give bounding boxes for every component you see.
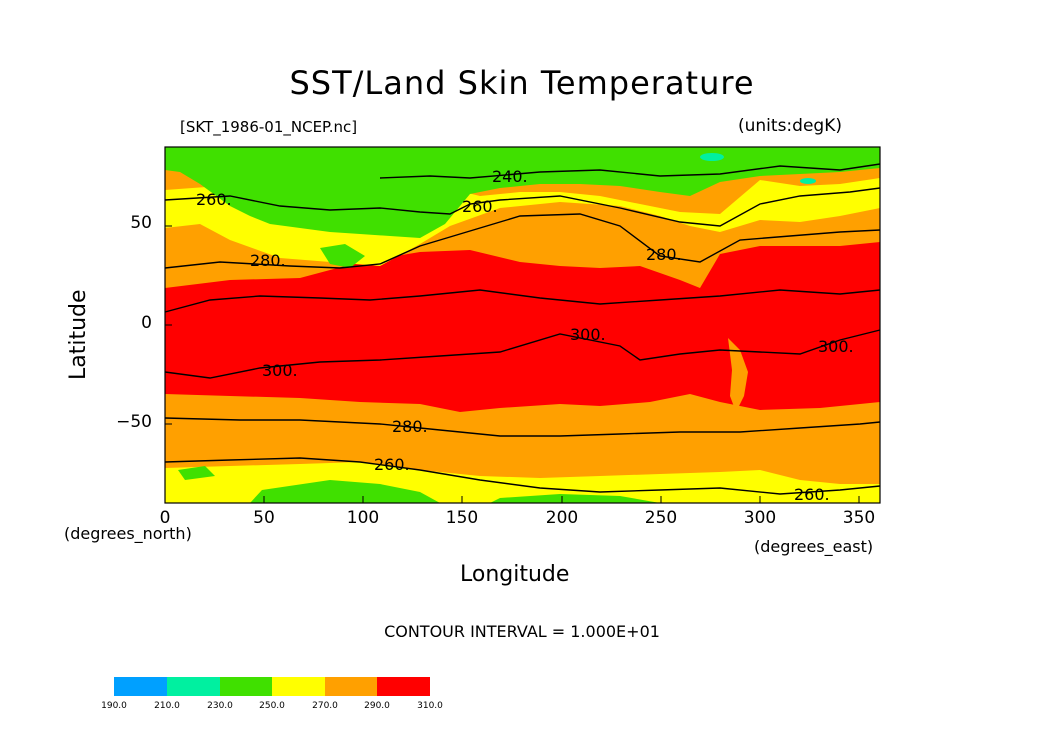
contour-300-north bbox=[164, 289, 881, 313]
y-tick-marks bbox=[165, 225, 172, 425]
contour-label-300-a: 300. bbox=[570, 325, 606, 344]
x-axis-units: (degrees_east) bbox=[754, 537, 874, 556]
contour-260-north bbox=[164, 187, 881, 227]
file-label: [SKT_1986-01_NCEP.nc] bbox=[180, 118, 358, 136]
contour-260-south bbox=[164, 457, 881, 495]
contour-label-260-d: 260. bbox=[794, 485, 830, 504]
x-tick-0: 0 bbox=[159, 508, 171, 528]
contour-280-north bbox=[164, 213, 881, 269]
legend-level-310: 310.0 bbox=[417, 701, 443, 711]
x-tick-350: 350 bbox=[842, 508, 876, 528]
x-tick-300: 300 bbox=[743, 508, 777, 528]
x-tick-100: 100 bbox=[346, 508, 380, 528]
contour-label-260-b: 260. bbox=[462, 197, 498, 216]
band-230-250-south bbox=[250, 480, 440, 503]
band-230-250-south-west bbox=[178, 466, 215, 480]
contour-label-260-c: 260. bbox=[374, 455, 410, 474]
contour-240 bbox=[379, 163, 881, 179]
contour-label-300-b: 300. bbox=[818, 337, 854, 356]
map-title: SST/Land Skin Temperature bbox=[289, 64, 755, 102]
x-tick-50: 50 bbox=[253, 508, 275, 528]
legend-swatch-270-290 bbox=[325, 677, 377, 696]
band-230-250-south-east bbox=[490, 494, 660, 503]
legend-swatch-210-230 bbox=[167, 677, 220, 696]
band-210-230-patch-arctic bbox=[800, 178, 816, 184]
x-tick-150: 150 bbox=[445, 508, 479, 528]
y-axis-title: Latitude bbox=[66, 289, 91, 380]
y-tick-50: 50 bbox=[130, 213, 152, 233]
contour-interval-label: CONTOUR INTERVAL = 1.000E+01 bbox=[384, 622, 660, 641]
x-tick-200: 200 bbox=[545, 508, 579, 528]
y-tick-0: 0 bbox=[141, 313, 152, 333]
legend-swatch-230-250 bbox=[220, 677, 272, 696]
contour-label-280-c: 280. bbox=[392, 417, 428, 436]
band-230-250-patch-asia bbox=[320, 244, 365, 268]
band-270-290-andes bbox=[728, 338, 748, 412]
x-tick-250: 250 bbox=[644, 508, 678, 528]
legend-level-210: 210.0 bbox=[154, 701, 180, 711]
contour-label-300-c: 300. bbox=[262, 361, 298, 380]
y-axis-units: (degrees_north) bbox=[64, 524, 192, 543]
contour-label-280-b: 280. bbox=[646, 245, 682, 264]
legend-swatch-190-210 bbox=[114, 677, 167, 696]
legend-level-290: 290.0 bbox=[364, 701, 390, 711]
contour-label-260-a: 260. bbox=[196, 190, 232, 209]
contour-280-south bbox=[164, 417, 881, 437]
band-210-230-patch-greenland bbox=[700, 153, 724, 161]
x-axis-title: Longitude bbox=[460, 562, 570, 587]
legend-level-270: 270.0 bbox=[312, 701, 338, 711]
contour-300-south bbox=[164, 329, 881, 379]
x-tick-marks bbox=[164, 496, 860, 503]
legend-level-230: 230.0 bbox=[207, 701, 233, 711]
band-290-310-tropics bbox=[165, 242, 880, 412]
legend-colorbar bbox=[114, 677, 430, 696]
y-tick-minus50: −50 bbox=[116, 412, 152, 432]
units-label: (units:degK) bbox=[738, 116, 842, 136]
contour-lines bbox=[164, 163, 881, 495]
legend-level-250: 250.0 bbox=[259, 701, 285, 711]
legend-swatch-250-270 bbox=[272, 677, 325, 696]
legend-swatch-290-310 bbox=[377, 677, 430, 696]
contour-label-240: 240. bbox=[492, 167, 528, 186]
legend-level-190: 190.0 bbox=[101, 701, 127, 711]
contour-label-280-a: 280. bbox=[250, 251, 286, 270]
band-230-250-north bbox=[165, 147, 880, 238]
